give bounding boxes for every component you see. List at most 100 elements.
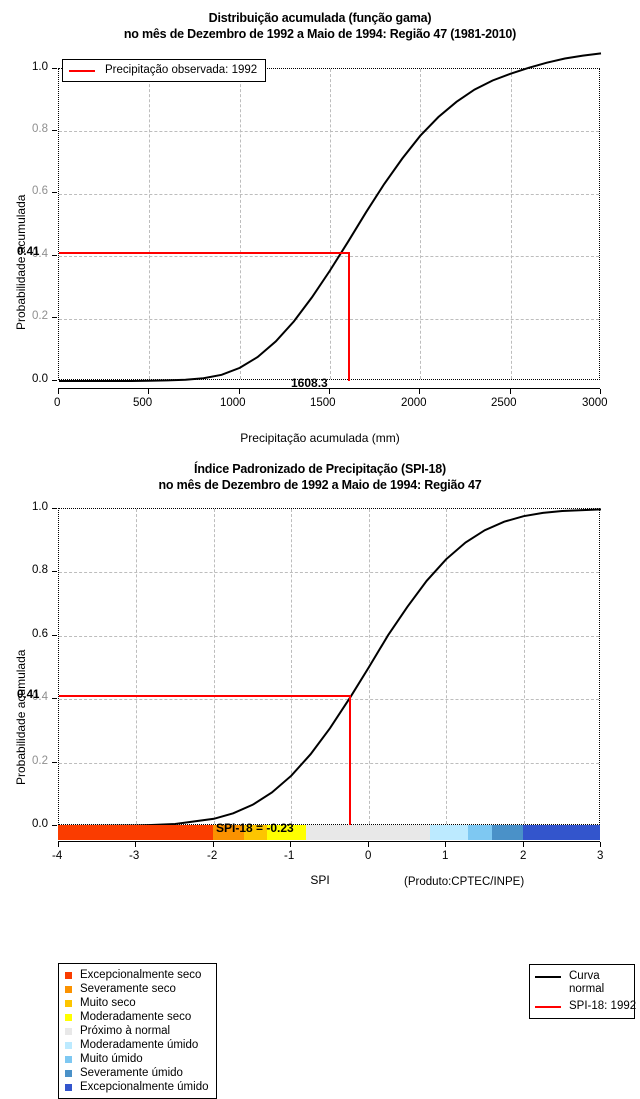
- tickmark-y: [52, 130, 57, 131]
- top-chart-ytick-5: 1.0: [32, 61, 48, 73]
- bottom-chart-ytick-5: 1.0: [32, 501, 48, 513]
- bottom-chart-ytick-3: 0.6: [32, 628, 48, 640]
- colorbar-segment: [212, 825, 244, 840]
- legend-item-label: Severamente seco: [80, 982, 176, 995]
- legend-swatch-icon: [65, 1027, 72, 1035]
- bottom-chart-xtick-6: 2: [520, 850, 527, 862]
- bottom-chart-panel: Índice Padronizado de Precipitação (SPI-…: [0, 455, 640, 1099]
- top-chart-title-line1: Distribuição acumulada (função gama): [208, 11, 432, 25]
- top-chart-legend[interactable]: Precipitação observada: 1992: [62, 59, 267, 82]
- top-chart-precipitation-line: [348, 252, 350, 381]
- legend-item-spi-class: Moderadamente seco: [65, 1010, 209, 1024]
- legend-swatch-icon: [65, 1013, 72, 1021]
- tickmark-y: [52, 825, 57, 826]
- top-chart-xtick-6: 3000: [582, 397, 608, 409]
- bottom-chart-probability-line: [59, 695, 351, 697]
- top-chart-xlabel: Precipitação acumulada (mm): [240, 431, 400, 445]
- tickmark-x: [329, 389, 330, 394]
- colorbar-segment: [468, 825, 492, 840]
- spi-class-legend[interactable]: Excepcionalmente seco Severamente seco Mui…: [58, 963, 217, 1099]
- legend-item-spi-class: Excepcionalmente úmido: [65, 1080, 209, 1094]
- bottom-chart-ytick-4: 0.8: [32, 564, 48, 576]
- top-chart-title-line2: no mês de Dezembro de 1992 a Maio de 199…: [123, 27, 517, 41]
- tickmark-x: [148, 389, 149, 394]
- legend-item-label: Muito úmido: [80, 1052, 143, 1065]
- legend-item-label: Severamente úmido: [80, 1066, 183, 1079]
- top-chart-xtick-0: 0: [54, 397, 61, 409]
- legend-item-spi-class: Severamente úmido: [65, 1066, 209, 1080]
- bottom-chart-title-line1: Índice Padronizado de Precipitação (SPI-…: [194, 462, 446, 476]
- bottom-chart-ytick-1: 0.2: [32, 755, 48, 767]
- legend-swatch-icon: [65, 985, 72, 993]
- tickmark-x: [290, 842, 291, 847]
- top-chart-xtick-5: 2500: [491, 397, 517, 409]
- top-chart-xtick-3: 1500: [310, 397, 336, 409]
- tickmark-x: [600, 389, 601, 394]
- tickmark-x: [58, 389, 59, 394]
- top-chart-ytick-2: 0.4: [32, 248, 48, 260]
- tickmark-y: [52, 635, 57, 636]
- tickmark-x: [58, 842, 59, 847]
- legend-line-icon: [535, 976, 561, 978]
- legend-line-icon: [535, 1006, 561, 1008]
- legend-item-spi-class: Excepcionalmente seco: [65, 968, 209, 982]
- legend-swatch-icon: [65, 1041, 72, 1049]
- colorbar-segment: [243, 825, 268, 840]
- bottom-chart-spi-line: [349, 695, 351, 826]
- legend-line-icon: [69, 69, 95, 72]
- top-chart-x-axis: [58, 388, 600, 389]
- bottom-chart-title-line2: no mês de Dezembro de 1992 a Maio de 199…: [158, 478, 482, 492]
- top-chart-ytick-0: 0.0: [32, 373, 48, 385]
- legend-swatch-icon: [65, 1069, 72, 1077]
- tickmark-y: [52, 380, 57, 381]
- bottom-chart-y-annotation: 0.41: [17, 689, 40, 701]
- top-chart-ytick-1: 0.2: [32, 310, 48, 322]
- legend-item-label: Curva normal: [569, 970, 604, 996]
- colorbar-segment: [429, 825, 469, 840]
- top-chart-x-annotation: 1608.3: [291, 376, 328, 390]
- legend-swatch-icon: [65, 971, 72, 979]
- legend-normal-line1: Curva: [569, 970, 600, 982]
- bottom-chart-xtick-0: -4: [52, 850, 63, 862]
- legend-item-spi-class: Próximo à normal: [65, 1024, 209, 1038]
- legend-item-spi-class: Muito seco: [65, 996, 209, 1010]
- tickmark-y: [52, 698, 57, 699]
- top-chart-plot-area: [58, 52, 602, 382]
- tickmark-y: [52, 571, 57, 572]
- legend-item-spi-class: Muito úmido: [65, 1052, 209, 1066]
- colorbar-segment: [522, 825, 600, 840]
- bottom-chart-ytick-0: 0.0: [32, 818, 48, 830]
- bottom-chart-xtick-3: -1: [284, 850, 295, 862]
- bottom-chart-xtick-1: -3: [129, 850, 140, 862]
- bottom-chart-xlabel: SPI: [310, 873, 330, 887]
- top-chart-ytick-3: 0.6: [32, 185, 48, 197]
- top-chart-probability-line: [59, 252, 350, 254]
- tickmark-x: [135, 842, 136, 847]
- bottom-chart-xtick-2: -2: [207, 850, 218, 862]
- legend-item-spi-class: Severamente seco: [65, 982, 209, 996]
- top-chart-xtick-2: 1000: [220, 397, 246, 409]
- legend-item-label: Moderadamente úmido: [80, 1038, 199, 1051]
- tickmark-x: [600, 842, 601, 847]
- colorbar-segment: [491, 825, 523, 840]
- bottom-chart-ytick-2: 0.4: [32, 691, 48, 703]
- top-chart-ytick-4: 0.8: [32, 123, 48, 135]
- bottom-chart-xtick-7: 3: [597, 850, 604, 862]
- legend-item-label: Excepcionalmente úmido: [80, 1080, 209, 1093]
- tickmark-y: [52, 508, 57, 509]
- tickmark-y: [52, 762, 57, 763]
- colorbar-segment: [267, 825, 306, 840]
- tickmark-x: [510, 389, 511, 394]
- top-chart-panel: Distribuição acumulada (função gama) no …: [0, 0, 640, 455]
- bottom-chart-title: Índice Padronizado de Precipitação (SPI-…: [0, 455, 640, 493]
- top-chart-xtick-4: 2000: [401, 397, 427, 409]
- legend-normal-line2: normal: [569, 983, 605, 995]
- legend-item-label: Moderadamente seco: [80, 1010, 192, 1023]
- tickmark-x: [523, 842, 524, 847]
- colorbar-segment: [305, 825, 430, 840]
- tickmark-y: [52, 192, 57, 193]
- spi-colorbar: [58, 825, 600, 840]
- legend-item-observed: Precipitação observada: 1992: [69, 64, 257, 77]
- top-chart-xtick-1: 500: [133, 397, 153, 409]
- bottom-chart-legend[interactable]: Curva normal SPI-18: 1992: [529, 964, 636, 1019]
